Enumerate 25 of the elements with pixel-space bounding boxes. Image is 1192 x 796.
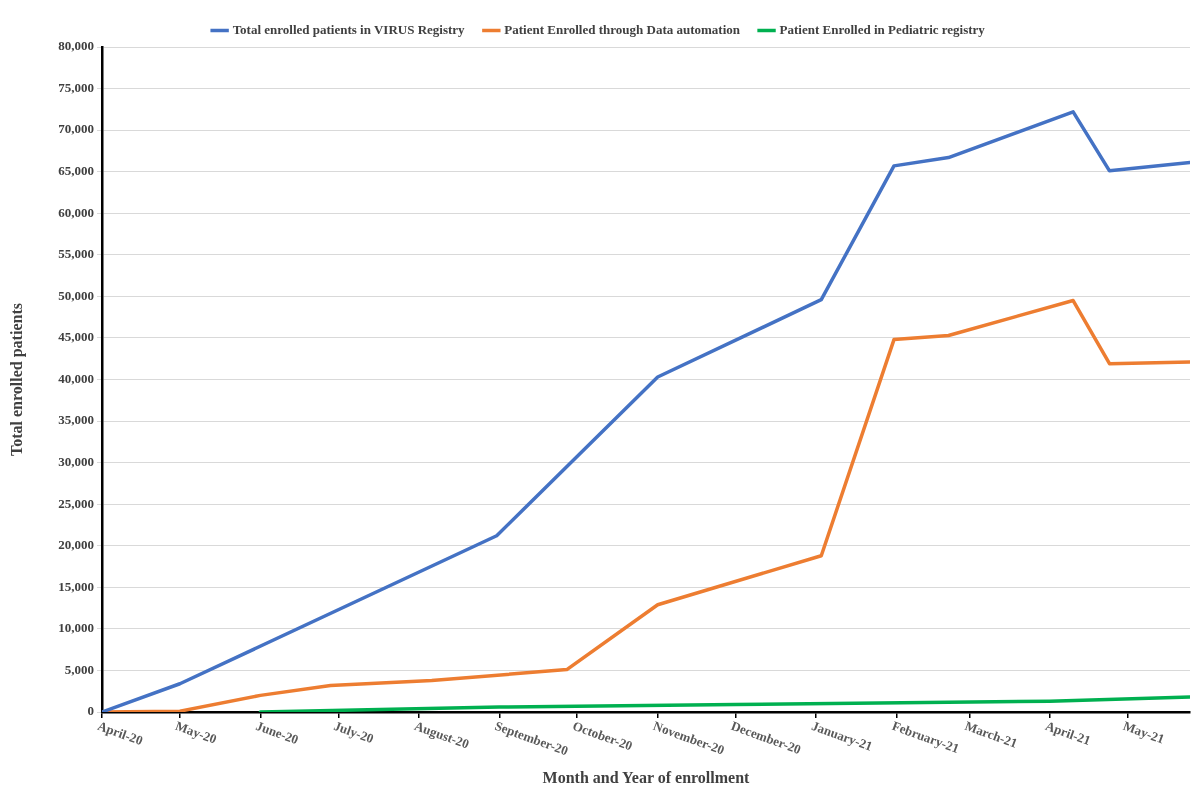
x-tick-label: May-20 xyxy=(173,717,219,747)
y-tick-label: 45,000 xyxy=(58,329,94,345)
x-tick-label: July-20 xyxy=(331,717,376,747)
y-tick-label: 5,000 xyxy=(64,661,94,677)
y-tick-label: 10,000 xyxy=(58,620,94,636)
y-tick-label: 35,000 xyxy=(58,412,94,428)
legend-label: Total enrolled patients in VIRUS Registry xyxy=(232,21,466,37)
y-tick-label: 60,000 xyxy=(58,204,94,220)
y-tick-label: 15,000 xyxy=(58,578,94,594)
y-tick-label: 70,000 xyxy=(58,121,94,137)
y-tick-label: 20,000 xyxy=(58,537,94,553)
y-tick-label: 55,000 xyxy=(58,246,94,262)
y-tick-label: 80,000 xyxy=(58,38,94,54)
legend-label: Patient Enrolled through Data automation xyxy=(504,21,741,37)
y-tick-label: 40,000 xyxy=(58,370,94,386)
legend-label: Patient Enrolled in Pediatric registry xyxy=(779,21,986,37)
x-tick-label: June-20 xyxy=(254,717,301,748)
y-tick-label: 65,000 xyxy=(58,163,94,179)
y-tick-label: 0 xyxy=(87,703,94,719)
y-tick-label: 75,000 xyxy=(58,79,94,95)
y-tick-label: 25,000 xyxy=(58,495,94,511)
y-tick-label: 30,000 xyxy=(58,453,94,469)
x-axis-title: Month and Year of enrollment xyxy=(542,768,751,786)
y-tick-label: 50,000 xyxy=(58,287,94,303)
y-axis-title: Total enrolled patients xyxy=(7,303,26,456)
